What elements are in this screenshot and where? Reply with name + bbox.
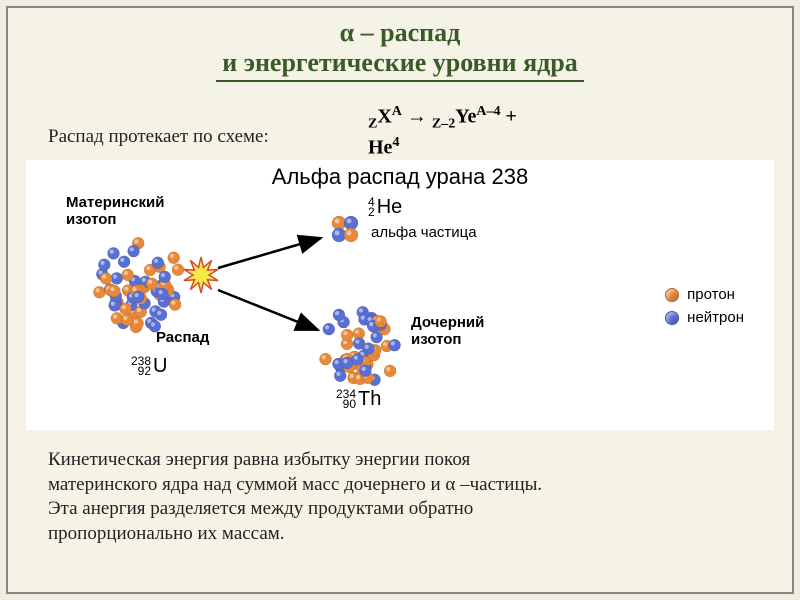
neutron-dot-icon <box>665 311 679 325</box>
label-decay: Распад <box>156 330 209 347</box>
label-parent: Материнскийизотоп <box>66 195 164 228</box>
decay-formula: ZXA → Z–2YeA–4 + He4 <box>368 104 517 159</box>
bottom-text: Кинетическая энергия равна избытку энерг… <box>48 448 762 547</box>
alpha-particle-icon <box>326 210 366 250</box>
legend-neutron-label: нейтрон <box>687 309 744 326</box>
formula-a2: A–4 <box>476 104 500 119</box>
diagram-title: Альфа распад урана 238 <box>26 164 774 190</box>
legend-proton: протон <box>665 286 744 303</box>
formula-a1: A <box>392 104 402 119</box>
he-sym: He <box>377 196 403 218</box>
label-daughter: Дочернийизотоп <box>411 315 484 348</box>
formula-x: X <box>377 106 391 128</box>
th-z: 90 <box>336 400 356 410</box>
symbol-th: 23490Th <box>336 388 381 411</box>
title-line2: и энергетические уровни ядра <box>216 48 584 82</box>
diagram-panel: Альфа распад урана 238 Материнскийизотоп… <box>26 160 774 430</box>
bottom-line3: Эта анергия разделяется между продуктами… <box>48 497 762 522</box>
symbol-he: 42He <box>368 196 402 219</box>
th-sym: Th <box>358 388 381 410</box>
daughter-nucleus-icon <box>316 300 406 390</box>
bottom-line2: материнского ядра над суммой масс дочерн… <box>48 473 762 498</box>
u-z: 92 <box>131 367 151 377</box>
slide-frame: α – распад и энергетические уровни ядра … <box>6 6 794 594</box>
formula-ye: Ye <box>455 106 476 128</box>
formula-z1: Z <box>368 117 377 132</box>
he-z: 2 <box>368 208 375 218</box>
u-sym: U <box>153 355 167 377</box>
formula-he4: 4 <box>392 135 399 150</box>
decay-flash-icon <box>176 250 226 300</box>
formula-plus: + <box>501 106 517 128</box>
legend: протон нейтрон <box>665 280 744 332</box>
formula-z2: Z–2 <box>432 117 455 132</box>
legend-neutron: нейтрон <box>665 309 744 326</box>
proton-dot-icon <box>665 288 679 302</box>
title-block: α – распад и энергетические уровни ядра <box>8 8 792 82</box>
formula-he: He <box>368 136 392 158</box>
bottom-line1: Кинетическая энергия равна избытку энерг… <box>48 448 762 473</box>
bottom-line4: пропорционально их массам. <box>48 522 762 547</box>
intro-text: Распад протекает по схеме: <box>48 126 269 148</box>
formula-arrow: → <box>402 106 432 128</box>
title-line1: α – распад <box>8 18 792 48</box>
label-alpha: альфа частица <box>371 225 477 242</box>
symbol-u: 23892U <box>131 355 167 378</box>
legend-proton-label: протон <box>687 286 735 303</box>
